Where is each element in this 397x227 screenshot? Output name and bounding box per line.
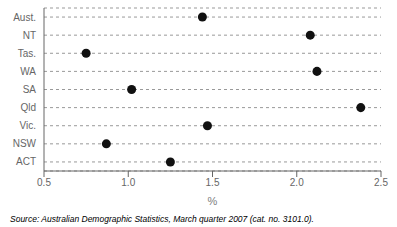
svg-text:NSW: NSW	[13, 138, 37, 149]
svg-text:%: %	[208, 195, 218, 207]
svg-text:Vic.: Vic.	[20, 120, 37, 131]
svg-text:2.0: 2.0	[290, 177, 304, 188]
svg-text:Tas.: Tas.	[18, 48, 36, 59]
svg-text:2.5: 2.5	[374, 177, 388, 188]
svg-text:WA: WA	[20, 66, 36, 77]
svg-text:SA: SA	[23, 84, 37, 95]
svg-text:ACT: ACT	[16, 156, 36, 167]
svg-text:1.5: 1.5	[206, 177, 220, 188]
svg-text:NT: NT	[23, 30, 36, 41]
svg-text:0.5: 0.5	[37, 177, 51, 188]
html-text:Source: Australian Demographic: Source: Australian Demographic Statistic…	[10, 214, 314, 224]
svg-text:Aust.: Aust.	[13, 12, 36, 23]
svg-text:Qld: Qld	[20, 102, 36, 113]
svg-text:1.0: 1.0	[121, 177, 135, 188]
